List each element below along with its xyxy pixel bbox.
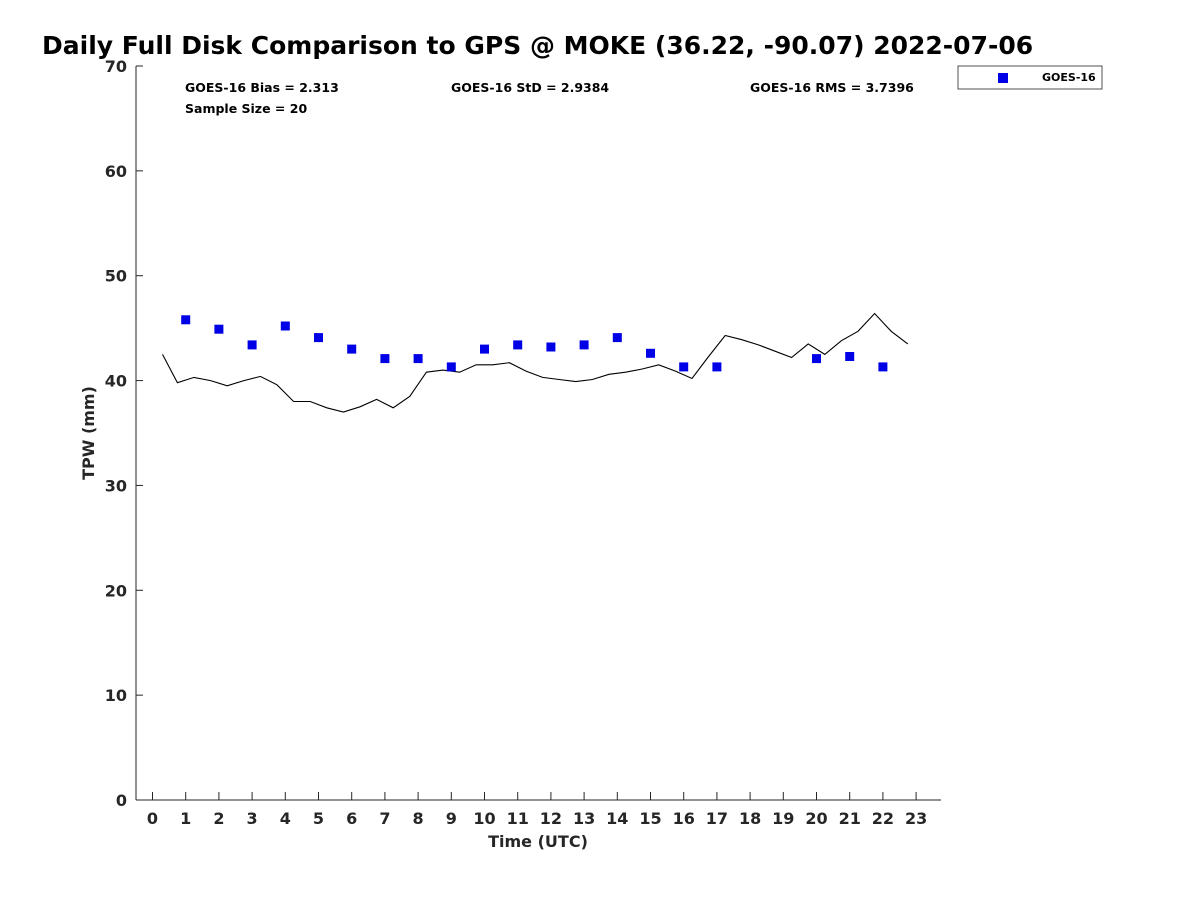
gps-tpw-line — [162, 312, 909, 413]
y-tick-label: 30 — [105, 476, 127, 495]
goes16-points — [181, 315, 888, 372]
x-tick-label: 3 — [247, 809, 258, 828]
x-tick-label: 8 — [413, 809, 424, 828]
stat-rms: GOES-16 RMS = 3.7396 — [750, 80, 914, 95]
x-tick-label: 19 — [772, 809, 794, 828]
x-tick-label: 4 — [280, 809, 291, 828]
goes16-point — [380, 354, 390, 364]
x-tick-label: 10 — [473, 809, 495, 828]
plot-area — [135, 66, 941, 801]
y-axis-label: TPW (mm) — [79, 386, 98, 480]
goes16-point — [612, 333, 622, 343]
legend: GOES-16 — [957, 65, 1103, 90]
goes16-point — [712, 362, 722, 372]
y-tick-label: 20 — [105, 581, 127, 600]
stat-std: GOES-16 StD = 2.9384 — [451, 80, 609, 95]
x-tick-label: 6 — [346, 809, 357, 828]
x-tick-label: 7 — [379, 809, 390, 828]
goes16-point — [181, 315, 191, 325]
goes16-point — [413, 354, 423, 364]
goes16-point — [646, 348, 655, 358]
x-tick-label: 5 — [313, 809, 324, 828]
y-ticks: 0 10 20 30 40 50 60 70 — [105, 57, 143, 810]
x-tick-label: 14 — [606, 809, 628, 828]
goes16-point — [247, 340, 257, 350]
goes16-point — [878, 362, 888, 372]
x-tick-label: 13 — [573, 809, 595, 828]
chart-title: Daily Full Disk Comparison to GPS @ MOKE… — [42, 31, 1033, 60]
x-tick-label: 17 — [706, 809, 728, 828]
goes16-point — [579, 340, 589, 350]
x-axis-label: Time (UTC) — [488, 832, 588, 851]
goes16-point — [347, 344, 357, 354]
x-tick-label: 16 — [673, 809, 695, 828]
x-tick-label: 9 — [446, 809, 457, 828]
goes16-point — [845, 352, 855, 361]
x-tick-label: 18 — [739, 809, 761, 828]
y-tick-label: 50 — [105, 267, 127, 286]
y-tick-label: 70 — [105, 57, 127, 76]
x-tick-label: 1 — [180, 809, 191, 828]
goes16-point — [214, 324, 224, 334]
y-tick-label: 10 — [105, 686, 127, 705]
goes16-point — [546, 342, 556, 352]
x-tick-label: 23 — [905, 809, 927, 828]
goes16-point — [480, 344, 489, 354]
x-tick-label: 21 — [839, 809, 861, 828]
goes16-point — [513, 340, 523, 350]
y-tick-label: 60 — [105, 162, 127, 181]
goes16-point — [679, 362, 689, 372]
goes16-point — [314, 333, 323, 343]
stat-sample-size: Sample Size = 20 — [185, 101, 307, 116]
y-tick-label: 0 — [116, 791, 127, 810]
legend-box — [957, 65, 1103, 90]
goes16-point — [446, 362, 456, 372]
x-tick-label: 2 — [213, 809, 224, 828]
y-tick-label: 40 — [105, 372, 127, 391]
goes16-point — [812, 354, 821, 364]
x-tick-label: 11 — [507, 809, 529, 828]
x-tick-label: 0 — [147, 809, 158, 828]
x-ticks: 0 1 2 3 4 5 6 7 8 9 10 11 12 13 14 15 16 17 18 19 20 21 22 23 — [147, 792, 927, 828]
x-tick-label: 22 — [872, 809, 894, 828]
stat-bias: GOES-16 Bias = 2.313 — [185, 80, 339, 95]
x-tick-label: 12 — [540, 809, 562, 828]
x-tick-label: 15 — [639, 809, 661, 828]
legend-label-goes16: GOES-16 — [1042, 71, 1096, 84]
legend-marker-goes16 — [998, 73, 1008, 83]
x-tick-label: 20 — [805, 809, 827, 828]
goes16-point — [280, 321, 290, 331]
